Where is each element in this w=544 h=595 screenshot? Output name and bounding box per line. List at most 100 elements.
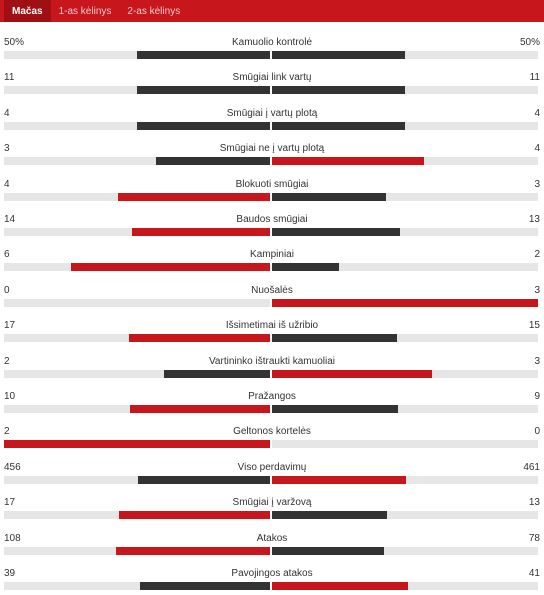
stat-home-bar <box>156 157 270 166</box>
stat-home-track <box>4 192 270 201</box>
stat-home-track <box>4 157 270 166</box>
stat-home-bar <box>140 582 270 590</box>
stat-away-track <box>272 298 538 307</box>
stat-row: 108 Atakos 78 <box>0 525 544 560</box>
stat-home-bar <box>130 405 270 413</box>
stat-label: Geltonos kortelės <box>233 426 311 438</box>
stat-away-track <box>272 405 538 413</box>
stat-home-bar <box>132 228 270 236</box>
stat-row: 3 Smūgiai ne į vartų plotą 4 <box>0 135 544 170</box>
stat-away-track <box>272 440 538 449</box>
stat-home-bar <box>4 440 270 449</box>
tab-first-half[interactable]: 1-as kėlinys <box>58 5 112 17</box>
stat-home-track <box>4 511 270 520</box>
stat-home-value: 2 <box>4 355 10 367</box>
stat-home-track <box>4 51 270 59</box>
stat-label: Blokuoti smūgiai <box>235 178 309 190</box>
stat-label: Nuošalės <box>251 284 293 296</box>
stat-home-value: 6 <box>4 249 10 261</box>
stat-label: Smūgiai į vartų plotą <box>226 107 318 119</box>
stat-home-track <box>4 546 270 555</box>
stat-label: Atakos <box>256 532 288 544</box>
stat-label: Baudos smūgiai <box>236 214 308 225</box>
stat-home-value: 456 <box>4 461 21 473</box>
stat-home-track <box>4 405 270 413</box>
stat-away-track <box>272 157 538 166</box>
stat-away-bar <box>272 546 384 555</box>
stat-home-track <box>4 369 270 378</box>
stat-row: 14 Baudos smūgiai 13 <box>0 206 544 241</box>
stat-row: 11 Smūgiai link vartų 11 <box>0 64 544 99</box>
stat-home-bar <box>137 51 270 59</box>
stat-home-bar <box>115 546 270 555</box>
stat-away-bar <box>272 228 401 236</box>
stat-away-track <box>272 263 538 272</box>
stat-away-value: 4 <box>534 107 540 119</box>
stat-away-bar <box>272 511 388 520</box>
stat-away-bar <box>272 121 405 130</box>
stat-label: Vartininko ištraukti kamuoliai <box>209 355 335 367</box>
stat-label: Smūgiai link vartų <box>232 72 312 84</box>
stat-home-bar <box>70 263 270 272</box>
stat-away-bar <box>272 475 406 484</box>
stat-row: 4 Smūgiai į vartų plotą 4 <box>0 100 544 135</box>
stat-away-bar <box>272 263 339 272</box>
stat-home-value: 108 <box>4 532 21 544</box>
stat-row: 0 Nuošalės 3 <box>0 277 544 312</box>
stat-home-track <box>4 228 270 236</box>
stat-home-value: 0 <box>4 284 10 296</box>
stat-row: 39 Pavojingos atakos 41 <box>0 560 544 595</box>
stat-away-bar <box>272 192 386 201</box>
stat-away-bar <box>272 51 405 59</box>
stat-away-track <box>272 334 538 343</box>
stat-home-bar <box>137 475 270 484</box>
stat-row: 2 Geltonos kortelės 0 <box>0 418 544 453</box>
stat-row: 456 Viso perdavimų 461 <box>0 454 544 489</box>
stat-label: Kampiniai <box>250 249 294 261</box>
stat-away-bar <box>272 369 432 378</box>
stat-row: 17 Smūgiai į varžovą 13 <box>0 489 544 524</box>
stat-home-track <box>4 121 270 130</box>
stat-home-track <box>4 582 270 590</box>
stat-away-value: 2 <box>534 249 540 261</box>
stat-home-value: 14 <box>4 214 16 225</box>
stat-home-value: 17 <box>4 497 16 509</box>
stat-label: Kamuolio kontrolė <box>231 37 313 48</box>
stat-home-track <box>4 263 270 272</box>
stat-away-track <box>272 475 538 484</box>
stat-home-value: 17 <box>4 320 16 332</box>
stat-home-value: 4 <box>4 107 10 119</box>
stat-away-bar <box>272 582 409 590</box>
stat-away-value: 3 <box>534 178 540 190</box>
stat-label: Pražangos <box>248 391 296 402</box>
tab-second-half[interactable]: 2-as kėlinys <box>127 5 181 17</box>
stat-home-bar <box>137 86 270 95</box>
stat-label: Pavojingos atakos <box>231 568 313 579</box>
stat-row: 10 Pražangos 9 <box>0 383 544 418</box>
stat-away-track <box>272 369 538 378</box>
stat-away-value: 50% <box>519 37 540 48</box>
stat-away-bar <box>272 86 405 95</box>
stat-home-track <box>4 86 270 95</box>
stat-away-bar <box>272 298 538 307</box>
stat-home-value: 11 <box>4 72 15 84</box>
stat-away-track <box>272 51 538 59</box>
stat-home-value: 10 <box>4 391 16 402</box>
stat-away-track <box>272 121 538 130</box>
stat-home-value: 4 <box>4 178 10 190</box>
tab-match[interactable]: Mačas <box>4 0 51 22</box>
stat-row: 50% Kamuolio kontrolė 50% <box>0 29 544 64</box>
stat-away-track <box>272 546 538 555</box>
stat-away-value: 9 <box>534 391 540 402</box>
stat-home-track <box>4 475 270 484</box>
stat-row: 17 Išsimetimai iš užribio 15 <box>0 312 544 347</box>
stat-label: Smūgiai ne į vartų plotą <box>219 143 325 155</box>
stat-row: 6 Kampiniai 2 <box>0 241 544 276</box>
stat-away-track <box>272 86 538 95</box>
stat-home-track <box>4 440 270 449</box>
stat-away-value: 78 <box>528 532 540 544</box>
stat-away-bar <box>272 334 397 343</box>
stat-row: 2 Vartininko ištraukti kamuoliai 3 <box>0 348 544 383</box>
stat-away-value: 13 <box>528 214 540 225</box>
stat-away-value: 3 <box>534 355 540 367</box>
